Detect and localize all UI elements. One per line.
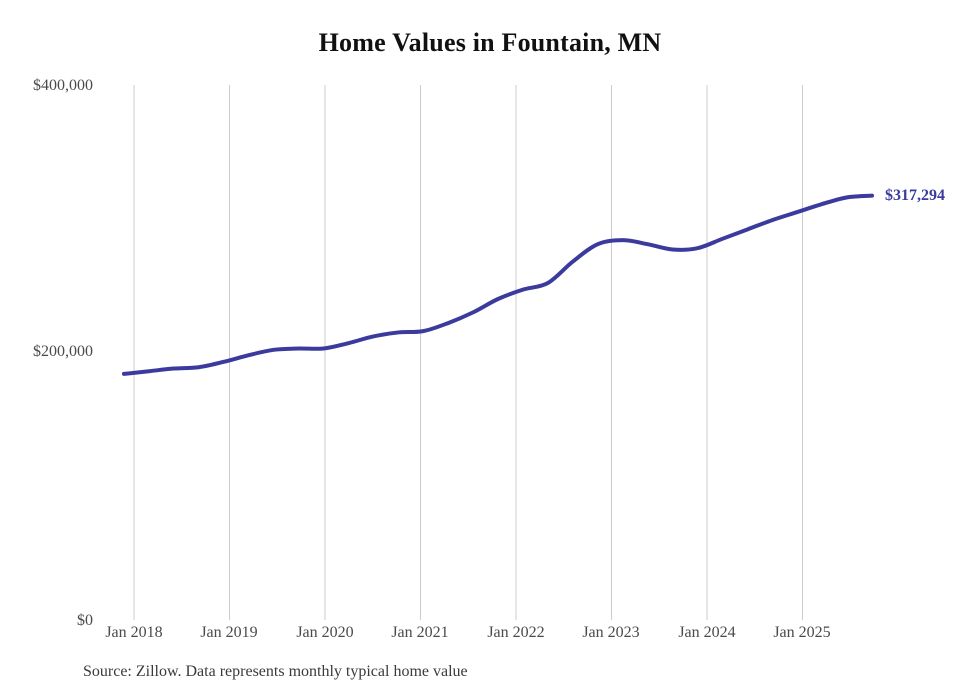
x-axis-tick-jan-2023: Jan 2023 [582,624,640,641]
gridlines [133,85,803,620]
x-axis-tick-jan-2024: Jan 2024 [678,624,736,641]
y-axis-tick-400000: $400,000 [33,77,93,94]
x-axis-tick-jan-2021: Jan 2021 [391,624,449,641]
x-axis-tick-jan-2018: Jan 2018 [105,624,163,641]
source-note: Source: Zillow. Data represents monthly … [83,663,468,680]
x-axis-tick-jan-2022: Jan 2022 [487,624,545,641]
x-axis-tick-jan-2019: Jan 2019 [200,624,258,641]
x-axis-tick-jan-2020: Jan 2020 [296,624,354,641]
chart-title: Home Values in Fountain, MN [318,28,662,57]
home-value-line [122,193,874,376]
y-axis-tick-0: $0 [77,612,93,629]
end-value-label: $317,294 [885,186,945,204]
y-axis-tick-200000: $200,000 [33,343,93,360]
x-axis-tick-jan-2025: Jan 2025 [773,624,831,641]
